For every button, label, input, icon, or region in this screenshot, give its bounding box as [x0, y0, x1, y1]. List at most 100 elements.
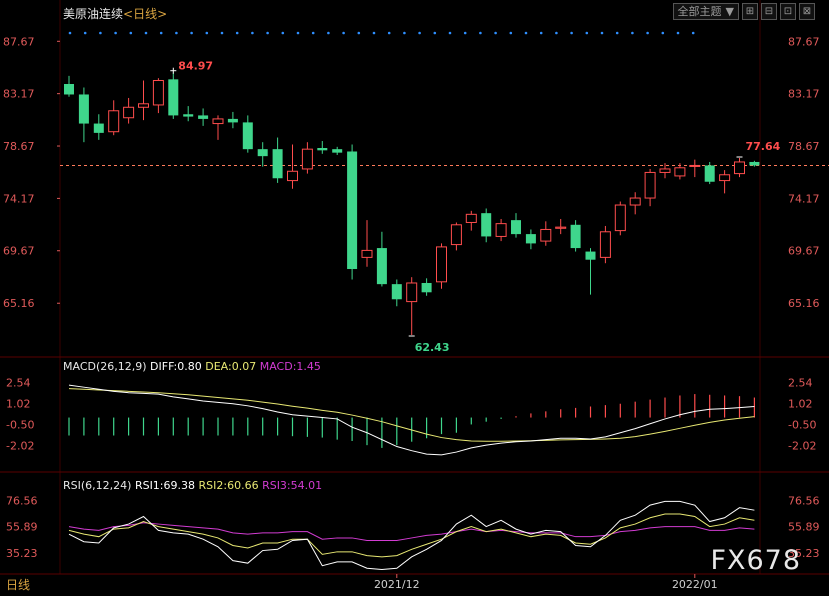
- macd-header: MACD(26,12,9) DIFF:0.80 DEA:0.07 MACD:1.…: [63, 360, 321, 373]
- candle: [689, 159, 701, 178]
- candle: [93, 114, 104, 140]
- candle: [108, 100, 120, 136]
- candle-body: [704, 165, 715, 182]
- candle-body: [659, 168, 671, 173]
- candle-body: [64, 84, 74, 95]
- candle: [332, 146, 343, 155]
- event-marker: [296, 31, 300, 35]
- event-marker: [600, 31, 604, 35]
- period-label[interactable]: <日线>: [123, 7, 168, 21]
- rsi1-line: [68, 500, 755, 570]
- arrow-up-box-icon[interactable]: ⊡: [780, 3, 796, 20]
- price-panel: 84.97 62.43 77.64: [57, 31, 829, 354]
- candle-body: [629, 197, 641, 206]
- event-marker: [494, 31, 497, 35]
- y-tick-label: 69.67: [788, 245, 820, 258]
- event-marker: [190, 31, 193, 35]
- event-marker: [418, 31, 421, 35]
- candle-body: [540, 228, 552, 242]
- rsi-y-tick-label: 76.56: [788, 495, 820, 508]
- candle-body: [301, 148, 313, 170]
- candle-body: [183, 114, 194, 117]
- candle-body: [168, 79, 179, 116]
- macd-y-tick-label: -0.50: [6, 418, 34, 431]
- candle-body: [585, 251, 596, 260]
- rsi-header: RSI(6,12,24) RSI1:69.38 RSI2:60.66 RSI3:…: [63, 479, 322, 492]
- event-marker: [631, 31, 634, 35]
- rsi-y-tick-label: 55.89: [6, 521, 38, 534]
- candle: [704, 161, 715, 185]
- y-tick-label: 87.67: [3, 35, 35, 48]
- candle-body: [108, 110, 120, 133]
- candle: [599, 225, 611, 264]
- candle: [242, 115, 253, 153]
- candle: [570, 220, 581, 252]
- candle: [421, 278, 432, 296]
- latest-annotation: 77.64: [746, 140, 781, 153]
- theme-select[interactable]: 全部主题 ▼: [672, 3, 739, 20]
- event-marker: [281, 31, 285, 35]
- candle-body: [674, 167, 686, 177]
- candle: [183, 106, 194, 122]
- rsi-y-tick-label: 35.23: [6, 547, 38, 560]
- y-tick-label: 65.16: [3, 297, 35, 310]
- candle: [317, 141, 328, 154]
- candle: [659, 163, 671, 179]
- candle-body: [138, 103, 149, 108]
- candle-body: [257, 149, 268, 157]
- rsi-y-tick-label: 76.56: [6, 495, 38, 508]
- y-tick-label: 74.17: [788, 192, 820, 205]
- candle-body: [93, 123, 104, 133]
- add-box-icon[interactable]: ⊞: [742, 3, 758, 20]
- event-marker: [433, 31, 437, 35]
- candle: [674, 163, 686, 180]
- remove-box-icon[interactable]: ⊟: [761, 3, 777, 20]
- candle: [361, 220, 373, 267]
- candle: [78, 87, 89, 143]
- candle-body: [272, 149, 283, 179]
- candle: [123, 97, 135, 124]
- x-tick-label: 2022/01: [672, 578, 718, 591]
- candle: [198, 108, 209, 126]
- rsi3-line: [68, 522, 755, 541]
- candle-body: [242, 122, 253, 150]
- candle: [138, 80, 149, 121]
- macd-y-tick-label: 1.02: [6, 397, 31, 410]
- y-tick-label: 74.17: [3, 192, 35, 205]
- candle: [525, 229, 536, 250]
- candle-body: [749, 161, 760, 166]
- event-marker: [661, 31, 665, 35]
- candle: [481, 208, 492, 243]
- macd-y-tick-label: -0.50: [788, 418, 816, 431]
- event-marker: [691, 31, 695, 35]
- event-marker: [615, 31, 619, 35]
- candle-body: [391, 284, 402, 300]
- candle-body: [511, 220, 521, 235]
- event-marker: [539, 31, 543, 35]
- macd-y-tick-label: 1.02: [788, 397, 813, 410]
- event-marker: [266, 31, 269, 35]
- candle: [376, 231, 387, 287]
- candle-body: [78, 94, 89, 124]
- arrow-down-box-icon[interactable]: ⊠: [799, 3, 815, 20]
- candle-body: [376, 248, 387, 285]
- candle-body: [212, 118, 224, 125]
- candle: [64, 75, 74, 97]
- candle-body: [599, 231, 611, 258]
- candle: [406, 277, 418, 335]
- x-tick-label: 2021/12: [374, 578, 420, 591]
- candle-body: [152, 80, 164, 106]
- candle-body: [481, 213, 492, 237]
- candle: [227, 111, 238, 129]
- candle: [734, 158, 745, 178]
- macd-y-tick-label: -2.02: [788, 439, 816, 452]
- candle-body: [734, 161, 745, 175]
- rsi2-line: [68, 513, 755, 558]
- candle: [540, 221, 552, 246]
- candle: [450, 222, 462, 251]
- candle: [287, 144, 298, 189]
- event-marker: [99, 31, 102, 35]
- footer-period-label[interactable]: 日线: [6, 578, 31, 592]
- theme-select-label: 全部主题: [677, 5, 722, 18]
